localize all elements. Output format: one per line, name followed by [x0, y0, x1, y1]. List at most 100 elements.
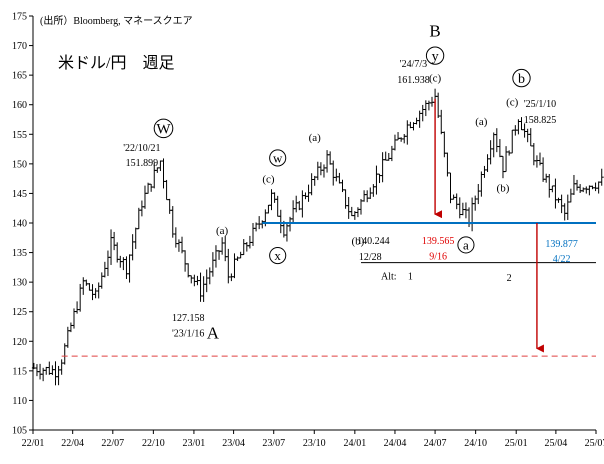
- ohlc-bar: [220, 237, 225, 255]
- x-tick-label: 25/04: [544, 438, 567, 449]
- ohlc-bar: [571, 174, 576, 195]
- ohlc-bar: [204, 269, 209, 293]
- annotation-text: 140.244: [357, 236, 390, 247]
- ohlc-bar: [226, 248, 231, 284]
- ohlc-bar: [482, 165, 487, 178]
- wave-label: 1: [408, 272, 413, 283]
- ohlc-bar: [210, 252, 215, 277]
- wave-label: 151.899: [126, 158, 159, 169]
- ohlc-bar: [457, 197, 462, 219]
- ohlc-bar: [173, 227, 178, 248]
- ohlc-bar: [158, 160, 163, 172]
- ohlc-bar: [235, 256, 240, 261]
- ohlc-bar: [192, 274, 197, 287]
- ohlc-bar: [291, 200, 296, 223]
- wave-label: B: [429, 22, 440, 41]
- ohlc-bar: [275, 195, 280, 217]
- ohlc-bar: [105, 250, 110, 277]
- ohlc-bar: [587, 185, 592, 196]
- ohlc-bar: [207, 267, 212, 285]
- ohlc-bar: [53, 361, 58, 386]
- annotation-text: b: [518, 72, 525, 87]
- wave-label: 139.877: [545, 239, 578, 250]
- ohlc-bar: [596, 181, 601, 194]
- x-tick-label: 23/07: [262, 438, 285, 449]
- ohlc-bar: [130, 234, 135, 261]
- ohlc-bar: [127, 254, 132, 283]
- ohlc-bar: [383, 151, 388, 161]
- annotation-text: '23/1/16: [172, 329, 204, 340]
- ohlc-bar: [402, 133, 407, 144]
- ohlc-bar: [68, 322, 73, 333]
- ohlc-bar: [349, 206, 354, 217]
- x-tick-label: 25/01: [505, 438, 528, 449]
- ohlc-bar: [201, 276, 206, 302]
- y-tick-label: 165: [12, 71, 27, 82]
- ohlc-bar: [136, 207, 141, 230]
- annotation-text: 9/16: [429, 252, 447, 263]
- ohlc-bar: [380, 152, 385, 183]
- wave-label: 158.825: [524, 115, 557, 126]
- wave-label: 161.938: [397, 75, 430, 86]
- ohlc-bar: [556, 197, 561, 203]
- wave-label: 139.565: [422, 236, 455, 247]
- ohlc-bar: [102, 261, 107, 278]
- y-tick-label: 135: [12, 248, 27, 259]
- ohlc-bar: [334, 168, 339, 182]
- wave-label: A: [207, 323, 220, 342]
- ohlc-bar: [439, 109, 444, 135]
- ohlc-bar: [167, 198, 172, 214]
- ohlc-bar: [81, 277, 86, 295]
- y-tick-label: 125: [12, 307, 27, 318]
- y-tick-label: 175: [12, 12, 27, 23]
- ohlc-bar: [392, 134, 397, 151]
- ohlc-bar: [84, 279, 89, 286]
- ohlc-bar: [133, 227, 138, 249]
- ohlc-bar: [34, 364, 39, 377]
- ohlc-bar: [541, 157, 546, 182]
- ohlc-bar: [420, 104, 425, 122]
- ohlc-bar: [510, 129, 515, 154]
- ohlc-bar: [149, 183, 154, 192]
- x-tick-label: 25/07: [585, 438, 604, 449]
- y-tick-label: 160: [12, 100, 27, 111]
- ohlc-bar: [250, 223, 255, 246]
- wave-label: (c): [506, 97, 519, 109]
- ohlc-bar: [50, 365, 55, 376]
- annotation-text: '25/1/10: [524, 99, 556, 110]
- ohlc-bar: [257, 216, 262, 230]
- x-tick-label: 22/04: [61, 438, 84, 449]
- annotation-text: (a): [309, 132, 322, 144]
- ohlc-bar: [371, 184, 376, 197]
- wave-label-circled: w: [269, 149, 287, 167]
- wave-label: Alt:: [381, 272, 397, 283]
- wave-label-circled: W: [153, 118, 174, 139]
- annotation-text: B: [429, 22, 440, 41]
- ohlc-bar: [488, 140, 493, 165]
- ohlc-bar: [278, 209, 283, 234]
- ohlc-bar: [460, 202, 465, 216]
- ohlc-bar: [303, 192, 308, 200]
- ohlc-bar: [189, 275, 194, 284]
- ohlc-bars: [31, 88, 604, 386]
- ohlc-bar: [559, 194, 564, 214]
- ohlc-bar: [365, 190, 370, 203]
- ohlc-bar: [568, 188, 573, 203]
- ohlc-bar: [41, 367, 46, 382]
- ohlc-bar: [44, 366, 49, 375]
- ohlc-bar: [164, 179, 169, 201]
- ohlc-bar: [426, 100, 431, 111]
- ohlc-bar: [183, 250, 188, 272]
- ohlc-bar: [99, 272, 104, 289]
- annotation-text: Alt:: [381, 272, 397, 283]
- wave-label: 140.244: [357, 236, 390, 247]
- ohlc-bar: [399, 137, 404, 142]
- ohlc-bar: [500, 155, 505, 179]
- ohlc-bar: [96, 282, 101, 299]
- wave-circle: [269, 149, 287, 167]
- ohlc-bar: [436, 92, 441, 118]
- ohlc-bar: [565, 194, 570, 220]
- ohlc-bar: [396, 132, 401, 141]
- wave-circle: [457, 236, 475, 254]
- ohlc-bar: [62, 343, 67, 365]
